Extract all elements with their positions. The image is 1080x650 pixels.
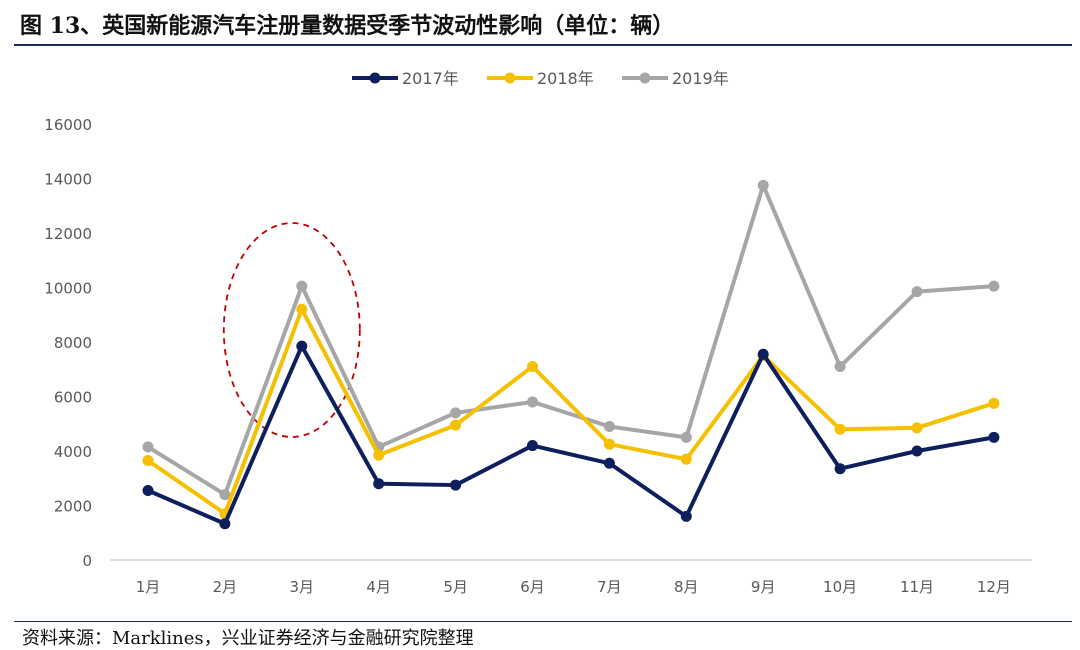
data-point <box>296 340 308 352</box>
legend-label: 2017年 <box>402 69 459 88</box>
x-tick-label: 9月 <box>751 578 776 596</box>
source-note: 资料来源：Marklines，兴业证券经济与金融研究院整理 <box>22 628 474 649</box>
data-point <box>911 422 923 434</box>
series-line-2017年 <box>147 344 995 526</box>
x-tick-label: 8月 <box>674 578 699 596</box>
x-tick-label: 5月 <box>443 578 468 596</box>
data-point <box>911 445 923 457</box>
data-point <box>527 440 538 452</box>
data-point <box>603 438 615 450</box>
data-point <box>142 441 154 453</box>
series-line-2019年 <box>146 183 995 497</box>
data-point <box>527 396 538 408</box>
x-tick-label: 3月 <box>290 578 315 596</box>
x-tick-label: 10月 <box>823 578 857 596</box>
y-tick-label: 10000 <box>44 280 92 298</box>
data-point <box>988 280 1000 292</box>
y-tick-label: 12000 <box>44 225 92 243</box>
source-divider <box>14 621 1072 622</box>
y-tick-label: 16000 <box>44 116 92 134</box>
data-point <box>296 280 308 292</box>
data-point <box>834 361 846 373</box>
data-point <box>142 485 154 497</box>
data-point <box>373 449 385 461</box>
legend-marker <box>504 72 516 84</box>
x-tick-label: 11月 <box>900 578 934 596</box>
data-point <box>834 423 846 435</box>
data-point <box>603 420 615 432</box>
data-point <box>680 453 692 465</box>
data-point <box>219 489 231 501</box>
x-tick-label: 2月 <box>213 578 238 596</box>
x-tick-label: 6月 <box>520 578 545 596</box>
x-tick-label: 7月 <box>597 578 622 596</box>
highlight-ellipse <box>222 222 361 438</box>
data-point <box>527 361 538 373</box>
data-point <box>603 457 615 469</box>
y-tick-label: 2000 <box>54 498 92 516</box>
data-point <box>450 407 462 419</box>
data-point <box>757 348 769 360</box>
legend-marker <box>369 72 381 84</box>
title-divider <box>14 44 1072 46</box>
series-line-2018年 <box>146 307 995 516</box>
data-point <box>834 463 846 475</box>
legend-marker <box>639 72 651 84</box>
y-tick-label: 0 <box>82 552 92 570</box>
data-point <box>142 455 154 467</box>
legend-label: 2019年 <box>672 69 729 88</box>
chart-title: 图 13、英国新能源汽车注册量数据受季节波动性影响（单位：辆） <box>20 13 675 39</box>
legend-label: 2018年 <box>537 69 594 88</box>
data-point <box>219 518 231 530</box>
data-point <box>296 303 308 315</box>
data-point <box>373 478 385 490</box>
y-tick-label: 8000 <box>54 334 92 352</box>
x-tick-label: 12月 <box>977 578 1011 596</box>
y-tick-label: 6000 <box>54 389 92 407</box>
data-point <box>450 479 462 491</box>
y-tick-label: 14000 <box>44 171 92 189</box>
data-point <box>680 510 692 522</box>
x-tick-label: 4月 <box>366 578 391 596</box>
x-tick-label: 1月 <box>136 578 161 596</box>
data-point <box>988 431 1000 443</box>
data-point <box>988 397 1000 409</box>
data-point <box>680 431 692 443</box>
y-tick-label: 4000 <box>54 443 92 461</box>
data-point <box>911 286 923 298</box>
data-point <box>757 179 769 191</box>
data-point <box>450 419 462 431</box>
